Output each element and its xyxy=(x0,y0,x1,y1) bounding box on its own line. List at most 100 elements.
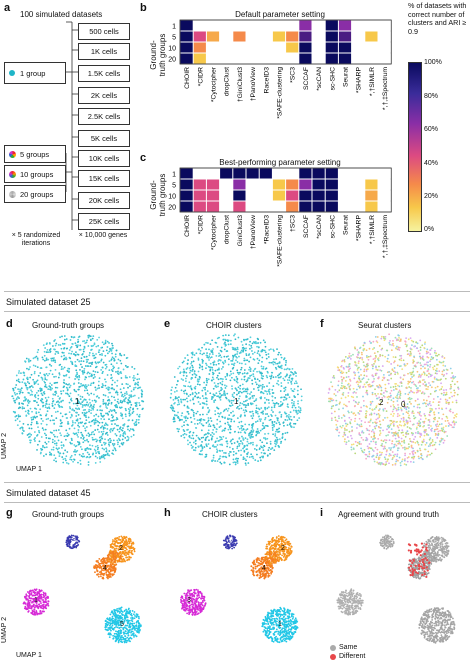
scatter-point xyxy=(40,451,42,454)
heatmap-column-label: *scCAN xyxy=(316,67,323,91)
heatmap-cell xyxy=(272,20,286,31)
scatter-point xyxy=(60,368,63,371)
heatmap-cell xyxy=(259,42,272,53)
scatter-point xyxy=(334,394,337,397)
scatter-point xyxy=(45,378,48,381)
heatmap-cell xyxy=(286,42,299,53)
scatter-point xyxy=(412,441,415,443)
scatter-point xyxy=(123,394,126,397)
scatter-point xyxy=(390,377,393,380)
scatter-point xyxy=(228,454,231,457)
scatter-point xyxy=(113,359,116,361)
scatter-point xyxy=(435,367,438,370)
scatter-point xyxy=(132,395,135,398)
scatter-point xyxy=(232,410,234,413)
scatter-point xyxy=(100,435,103,438)
scatter-point xyxy=(376,452,379,455)
scatter-point xyxy=(92,352,94,355)
scatter-point xyxy=(88,453,90,456)
scatter-point xyxy=(203,381,206,384)
scatter-point xyxy=(440,427,443,430)
scatter-point xyxy=(209,369,212,372)
scatter-point xyxy=(439,429,442,432)
scatter-point xyxy=(85,456,88,459)
scatter-point xyxy=(430,430,433,432)
scatter-point xyxy=(225,456,228,459)
scatter-point xyxy=(252,414,255,417)
scatter-point xyxy=(133,550,136,553)
scatter-point xyxy=(383,395,386,398)
scatter-point xyxy=(390,399,393,402)
scatter-point xyxy=(125,540,128,543)
scatter-point xyxy=(270,409,273,412)
scatter-point xyxy=(32,378,35,381)
scatter-point xyxy=(57,439,60,442)
scatter-point xyxy=(228,446,231,449)
scatter-point xyxy=(381,347,384,350)
scatter-point xyxy=(364,453,367,456)
scatter-point xyxy=(278,373,281,376)
scatter-point xyxy=(32,386,34,389)
scatter-point xyxy=(60,441,63,444)
scatter-point xyxy=(255,430,258,433)
scatter-point xyxy=(102,384,104,387)
scatter-point xyxy=(381,463,384,465)
scatter-point xyxy=(218,372,221,375)
scatter-point xyxy=(263,445,266,448)
scatter-point xyxy=(57,429,60,431)
scatter-point xyxy=(49,431,52,434)
scatter-point xyxy=(397,391,400,394)
scatter-point xyxy=(373,412,376,415)
scatter-point xyxy=(437,425,440,428)
scatter-point xyxy=(16,417,19,420)
scatter-point xyxy=(227,407,230,410)
scatter-point xyxy=(389,424,392,427)
scatter-point xyxy=(434,407,437,410)
scatter-point xyxy=(260,418,262,421)
scatter-point xyxy=(212,387,215,390)
scatter-point xyxy=(67,422,70,425)
scatter-point xyxy=(436,420,439,423)
scatter-point xyxy=(425,363,427,366)
scatter-point xyxy=(120,372,123,375)
scatter-point xyxy=(415,341,418,344)
scatter-point xyxy=(437,404,440,407)
heatmap-cell xyxy=(220,179,233,190)
scatter-point xyxy=(242,456,245,459)
scatter-point xyxy=(108,418,110,421)
scatter-point xyxy=(112,365,114,368)
scatter-point xyxy=(365,349,368,352)
scatter-point xyxy=(377,437,380,440)
scatter-point xyxy=(83,455,86,458)
scatter-point xyxy=(384,387,387,390)
scatter-point xyxy=(440,439,443,441)
scatter-point xyxy=(193,417,196,420)
scatter-point xyxy=(219,443,222,446)
scatter-point xyxy=(128,429,131,432)
scatter-point xyxy=(225,397,228,400)
scatter-point xyxy=(191,353,194,356)
scatter-point xyxy=(94,376,96,378)
scatter-point xyxy=(362,404,365,407)
heatmap-column-label: †SC3 xyxy=(290,215,297,232)
scatter-point xyxy=(189,385,191,388)
scatter-point xyxy=(213,426,216,429)
scatter-point xyxy=(102,454,104,457)
scatter-point xyxy=(180,401,183,404)
scatter-point xyxy=(406,349,409,352)
scatter-point xyxy=(99,409,102,412)
scatter-point xyxy=(77,393,80,396)
scatter-point xyxy=(223,392,226,394)
panel-f-letter: f xyxy=(320,318,324,330)
scatter-point xyxy=(80,403,82,405)
scatter-point xyxy=(54,359,57,362)
scatter-point xyxy=(100,369,103,371)
scatter-point xyxy=(276,382,278,385)
scatter-point xyxy=(204,388,206,391)
scatter-point xyxy=(35,380,38,383)
scatter-point xyxy=(424,414,426,417)
scatter-point xyxy=(450,424,453,427)
scatter-point xyxy=(377,376,380,379)
scatter-point xyxy=(68,427,71,430)
